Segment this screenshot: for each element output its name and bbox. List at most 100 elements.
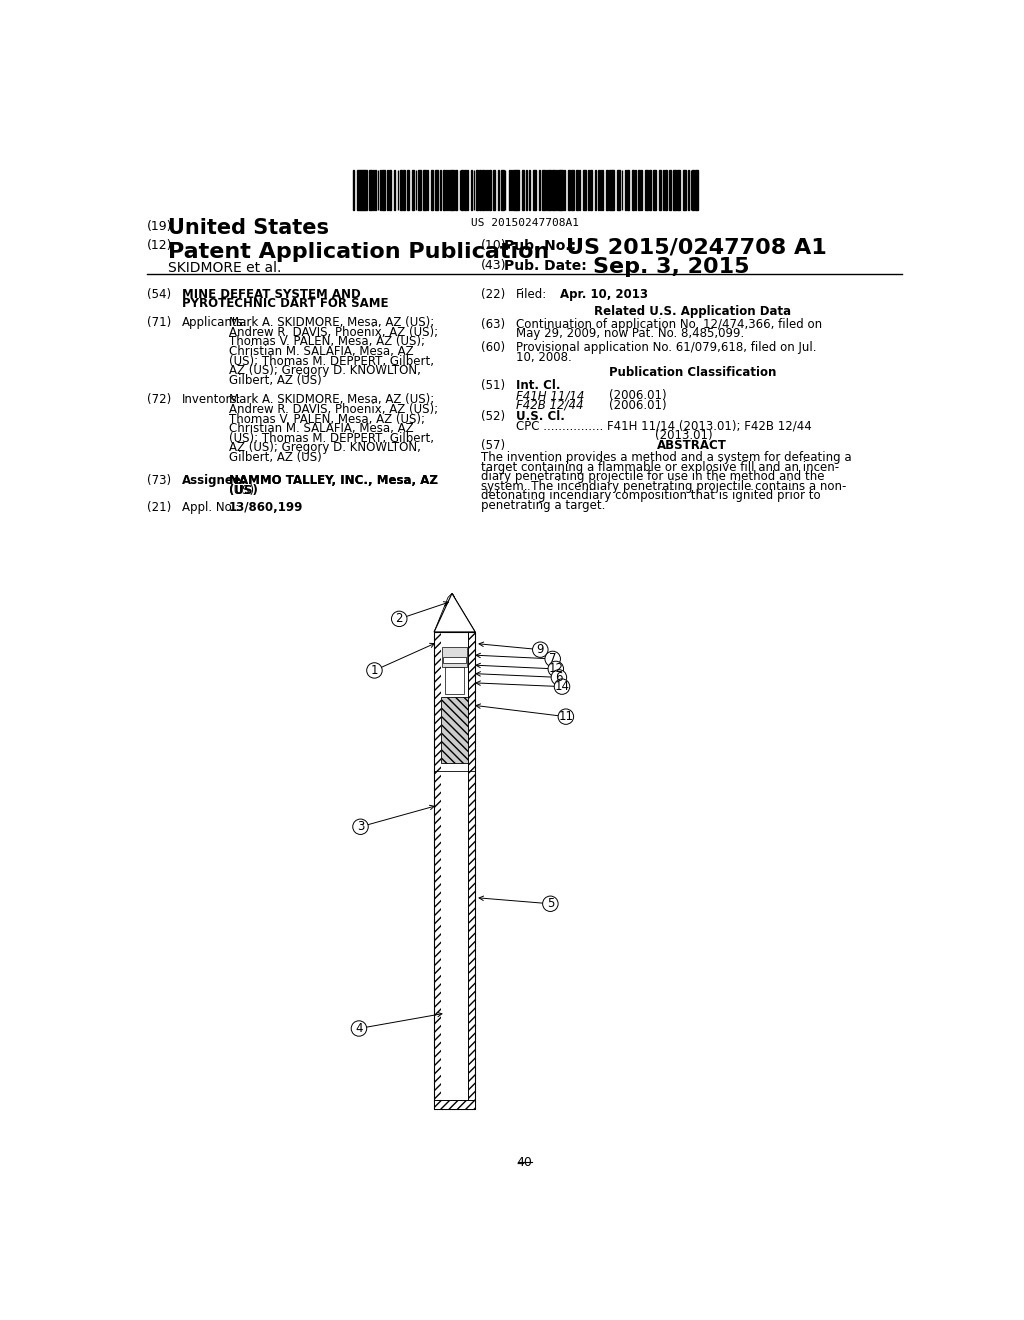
Bar [548,170,551,210]
Text: target containing a flammable or explosive fill and an incen-: target containing a flammable or explosi… [480,461,839,474]
Text: ABSTRACT: ABSTRACT [657,440,727,453]
Text: Pub. Date:: Pub. Date: [504,259,587,272]
Text: (71): (71) [147,317,172,329]
Text: Sep. 3, 2015: Sep. 3, 2015 [593,257,750,277]
Text: Assignee:: Assignee: [182,474,247,487]
Text: Related U.S. Application Data: Related U.S. Application Data [594,305,791,318]
Text: (US): (US) [228,483,254,496]
Text: Applicants:: Applicants: [182,317,248,329]
Text: 5: 5 [547,898,554,911]
Text: Mark A. SKIDMORE, Mesa, AZ (US);: Mark A. SKIDMORE, Mesa, AZ (US); [228,317,434,329]
Text: (73): (73) [147,474,171,487]
Bar [534,170,536,210]
Text: (21): (21) [147,502,172,513]
Bar [673,170,676,210]
Text: (US); Thomas M. DEPPERT, Gilbert,: (US); Thomas M. DEPPERT, Gilbert, [228,355,434,368]
Text: (22): (22) [480,288,505,301]
Bar [382,170,385,210]
Bar [352,170,354,210]
Text: 13/860,199: 13/860,199 [228,502,303,513]
Text: (2006.01): (2006.01) [608,389,667,403]
Bar [501,170,504,210]
Bar [464,170,466,210]
Text: (54): (54) [147,288,171,301]
Text: 7: 7 [549,652,556,665]
Text: (2013.01): (2013.01) [655,429,713,442]
Bar [365,170,368,210]
Text: Andrew R. DAVIS, Phoenix, AZ (US);: Andrew R. DAVIS, Phoenix, AZ (US); [228,403,438,416]
Text: (60): (60) [480,341,505,354]
Bar [627,170,630,210]
Text: (2006.01): (2006.01) [608,399,667,412]
Bar [431,170,432,210]
Bar [663,170,665,210]
Text: Inventors:: Inventors: [182,393,242,407]
Text: (72): (72) [147,393,172,407]
Text: Pub. No.:: Pub. No.: [504,239,575,253]
Circle shape [352,818,369,834]
Text: (52): (52) [480,411,505,424]
Text: Gilbert, AZ (US): Gilbert, AZ (US) [228,374,322,387]
Bar [511,170,512,210]
Text: 14: 14 [555,680,569,693]
Bar [451,170,454,210]
Text: (US): (US) [228,483,258,496]
Text: (43): (43) [480,259,506,272]
Bar [441,632,468,1109]
Text: system. The incendiary penetrating projectile contains a non-: system. The incendiary penetrating proje… [480,480,846,492]
Text: NAMMO TALLEY, INC., Mesa, AZ: NAMMO TALLEY, INC., Mesa, AZ [228,474,437,487]
Text: F42B 12/44: F42B 12/44 [515,399,583,412]
Text: AZ (US); Gregory D. KNOWLTON,: AZ (US); Gregory D. KNOWLTON, [228,441,421,454]
Text: US 2015/0247708 A1: US 2015/0247708 A1 [566,238,826,257]
Text: Int. Cl.: Int. Cl. [515,379,560,392]
Bar [552,170,555,210]
Bar [522,170,524,210]
Text: (57): (57) [480,440,505,453]
Polygon shape [452,594,475,632]
Text: Patent Application Publication: Patent Application Publication [168,242,550,261]
Bar [445,667,464,693]
Bar [695,170,697,210]
Bar [649,170,651,210]
Circle shape [351,1020,367,1036]
Text: (19): (19) [147,220,173,234]
Bar [617,170,621,210]
Text: May 29, 2009, now Pat. No. 8,485,099.: May 29, 2009, now Pat. No. 8,485,099. [515,327,743,341]
Bar [590,170,592,210]
Text: penetrating a target.: penetrating a target. [480,499,605,512]
Text: Andrew R. DAVIS, Phoenix, AZ (US);: Andrew R. DAVIS, Phoenix, AZ (US); [228,326,438,339]
Text: 11: 11 [558,710,573,723]
Bar [486,170,488,210]
Text: Christian M. SALAFIA, Mesa, AZ: Christian M. SALAFIA, Mesa, AZ [228,345,414,358]
Circle shape [548,661,563,677]
Bar [434,632,441,1109]
Text: Gilbert, AZ (US): Gilbert, AZ (US) [228,451,322,465]
Text: NAMMO TALLEY, INC., Mesa, AZ: NAMMO TALLEY, INC., Mesa, AZ [228,474,437,487]
Circle shape [532,642,548,657]
Text: Apr. 10, 2013: Apr. 10, 2013 [560,288,648,301]
Text: U.S. Cl.: U.S. Cl. [515,411,564,424]
Bar [400,170,402,210]
Text: 10, 2008.: 10, 2008. [515,351,571,363]
Text: PYROTECHNIC DART FOR SAME: PYROTECHNIC DART FOR SAME [182,297,389,310]
Bar [493,170,496,210]
Text: Filed:: Filed: [515,288,547,301]
Bar [669,170,671,210]
Text: (51): (51) [480,379,505,392]
Text: Christian M. SALAFIA, Mesa, AZ: Christian M. SALAFIA, Mesa, AZ [228,422,414,436]
Bar [369,170,372,210]
Text: Publication Classification: Publication Classification [608,367,776,379]
Text: 9: 9 [537,643,544,656]
Bar [443,657,466,663]
Text: SKIDMORE et al.: SKIDMORE et al. [168,261,282,275]
Bar [482,170,483,210]
Bar [684,170,686,210]
Circle shape [554,678,569,694]
Bar [509,170,510,210]
Text: (12): (12) [147,239,173,252]
Text: Appl. No.:: Appl. No.: [182,502,240,513]
Bar [361,170,364,210]
Circle shape [545,651,560,667]
Bar [513,170,515,210]
Text: diary penetrating projectile for use in the method and the: diary penetrating projectile for use in … [480,470,824,483]
